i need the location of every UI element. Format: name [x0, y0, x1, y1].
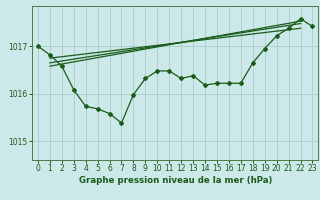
X-axis label: Graphe pression niveau de la mer (hPa): Graphe pression niveau de la mer (hPa)	[78, 176, 272, 185]
